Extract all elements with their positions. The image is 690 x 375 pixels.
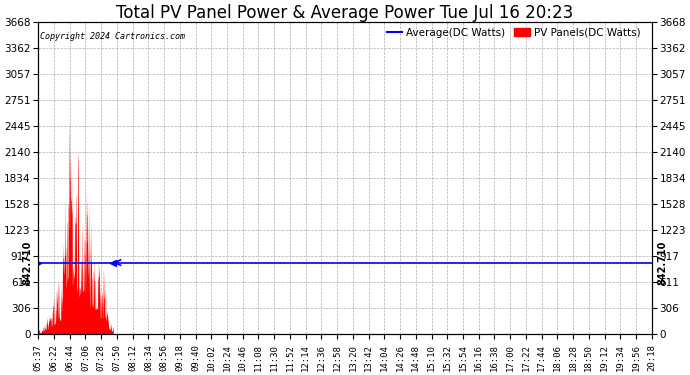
Text: 842.710: 842.710	[22, 240, 32, 285]
Text: Copyright 2024 Cartronics.com: Copyright 2024 Cartronics.com	[39, 32, 184, 41]
Text: 842.710: 842.710	[658, 240, 668, 285]
Title: Total PV Panel Power & Average Power Tue Jul 16 20:23: Total PV Panel Power & Average Power Tue…	[117, 4, 573, 22]
Legend: Average(DC Watts), PV Panels(DC Watts): Average(DC Watts), PV Panels(DC Watts)	[386, 27, 640, 38]
